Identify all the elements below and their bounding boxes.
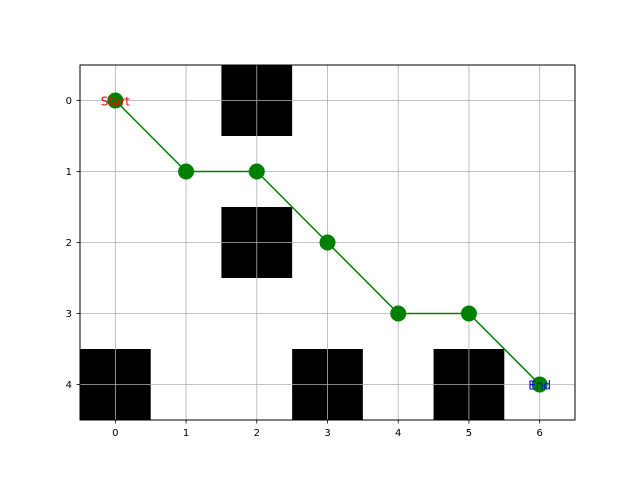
path-point: [178, 163, 195, 180]
path-layer: [107, 92, 548, 393]
path-point: [107, 92, 124, 109]
y-tick-label: 2: [66, 238, 72, 249]
y-tick-label: 0: [66, 96, 72, 107]
plot-area: Start End: [79, 64, 576, 421]
x-tick-label: 3: [324, 428, 330, 439]
y-tick-label: 1: [66, 167, 72, 178]
x-tick-label: 2: [254, 428, 260, 439]
path-point: [390, 305, 407, 322]
x-tick-label: 1: [183, 428, 189, 439]
x-tick-label: 4: [395, 428, 401, 439]
x-tick-label: 6: [536, 428, 542, 439]
y-tick-label: 4: [66, 380, 72, 391]
x-tick-label: 5: [466, 428, 472, 439]
path-point: [248, 163, 265, 180]
annotation-start: Start: [101, 95, 131, 109]
y-axis-ticks: 0 1 2 3 4: [66, 96, 80, 391]
x-axis-ticks: 0 1 2 3 4 5 6: [112, 420, 543, 439]
annotation-layer: Start End: [101, 95, 551, 393]
path-point: [460, 305, 477, 322]
path-point: [319, 234, 336, 251]
path-point: [531, 376, 548, 393]
y-tick-label: 3: [66, 309, 72, 320]
x-tick-label: 0: [112, 428, 118, 439]
annotation-end: End: [528, 379, 551, 393]
